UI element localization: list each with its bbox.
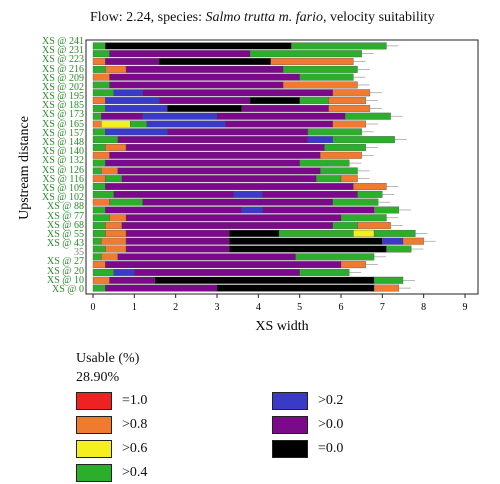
x-tick-label: 4 [256, 302, 261, 313]
x-tick-label: 7 [380, 302, 385, 313]
title-species: Salmo trutta m. fario [205, 10, 323, 25]
legend-swatch [272, 392, 308, 410]
legend-label: >0.6 [122, 441, 148, 456]
legend-swatch [272, 416, 308, 434]
y-tick-label: XS @ 165 [42, 118, 84, 130]
y-tick-label: XS @ 209 [42, 72, 84, 84]
y-tick-label: XS @ 157 [42, 127, 84, 139]
bar-segment [295, 253, 375, 261]
usable-percent: 28.90% [76, 370, 120, 385]
y-tick-label: XS @ 0 [52, 284, 84, 295]
y-tick-label: 35 [74, 247, 84, 259]
x-tick-label: 2 [173, 302, 178, 313]
y-tick-label: XS @ 109 [42, 182, 84, 194]
x-tick-label: 5 [297, 302, 302, 313]
y-tick-label: XS @ 88 [47, 201, 84, 213]
y-tick-label: XS @ 126 [42, 164, 84, 176]
y-tick-label: XS @ 148 [42, 137, 84, 149]
legend-label: >0.0 [318, 417, 344, 432]
y-tick-label: XS @ 216 [42, 63, 84, 75]
legend-item: >0.0 [272, 415, 343, 435]
y-tick-label: XS @ 20 [47, 265, 84, 277]
bars-group [92, 42, 436, 292]
legend-label: >0.2 [318, 393, 344, 408]
y-tick-label: XS @ 140 [42, 146, 84, 158]
y-tick-label: XS @ 68 [47, 219, 84, 231]
legend-item: >0.2 [272, 391, 343, 411]
x-tick-label: 6 [339, 302, 344, 313]
y-tick-label: XS @ 43 [47, 238, 84, 250]
y-tick-label: XS @ 195 [42, 91, 84, 103]
legend-swatch [76, 416, 112, 434]
y-tick-label: XS @ 241 [42, 36, 84, 47]
legend-label: >0.8 [122, 417, 148, 432]
y-tick-label: XS @ 173 [42, 109, 84, 121]
y-tick-label: XS @ 223 [42, 54, 84, 66]
legend-item: >0.6 [76, 439, 147, 459]
y-tick-label: XS @ 231 [42, 45, 84, 57]
x-axis-label: XS width [255, 319, 308, 334]
x-axis: 0 1 2 3 4 5 6 7 8 9 [91, 294, 468, 313]
y-tick-label: XS @ 116 [42, 173, 84, 185]
legend-swatch [272, 440, 308, 458]
x-tick-label: 9 [463, 302, 468, 313]
legend-swatch [76, 392, 112, 410]
bar-segment [357, 190, 383, 198]
chart-title: Flow: 2.24, species: Salmo trutta m. far… [90, 10, 490, 26]
title-suffix: , velocity suitability [322, 10, 435, 25]
y-tick-label: XS @ 10 [47, 274, 84, 286]
legend-item: =0.0 [272, 439, 343, 459]
y-axis-label: Upstream distance [17, 116, 32, 220]
x-tick-label: 0 [91, 302, 96, 313]
legend-item: >0.8 [76, 415, 147, 435]
legend-item: =1.0 [76, 391, 147, 411]
legend-swatch [76, 440, 112, 458]
x-tick-label: 3 [215, 302, 220, 313]
legend-item: >0.4 [76, 463, 147, 483]
legend-label: >0.4 [122, 465, 148, 480]
x-tick-label: 8 [421, 302, 426, 313]
legend-title: Usable (%) [76, 351, 140, 366]
y-tick-label: XS @ 185 [42, 100, 84, 112]
y-tick-label: XS @ 132 [42, 155, 84, 167]
legend-swatch [76, 464, 112, 482]
y-tick-label: XS @ 202 [42, 81, 84, 93]
y-tick-label: XS @ 102 [42, 192, 84, 204]
y-tick-label: XS @ 77 [47, 210, 84, 222]
bar-segment [357, 222, 391, 230]
legend-label: =1.0 [122, 393, 148, 408]
y-tick-label: XS @ 27 [47, 256, 84, 268]
y-tick-label: XS @ 55 [47, 228, 84, 240]
legend-label: =0.0 [318, 441, 344, 456]
title-prefix: Flow: 2.24, species: [90, 10, 206, 25]
x-tick-label: 1 [132, 302, 137, 313]
